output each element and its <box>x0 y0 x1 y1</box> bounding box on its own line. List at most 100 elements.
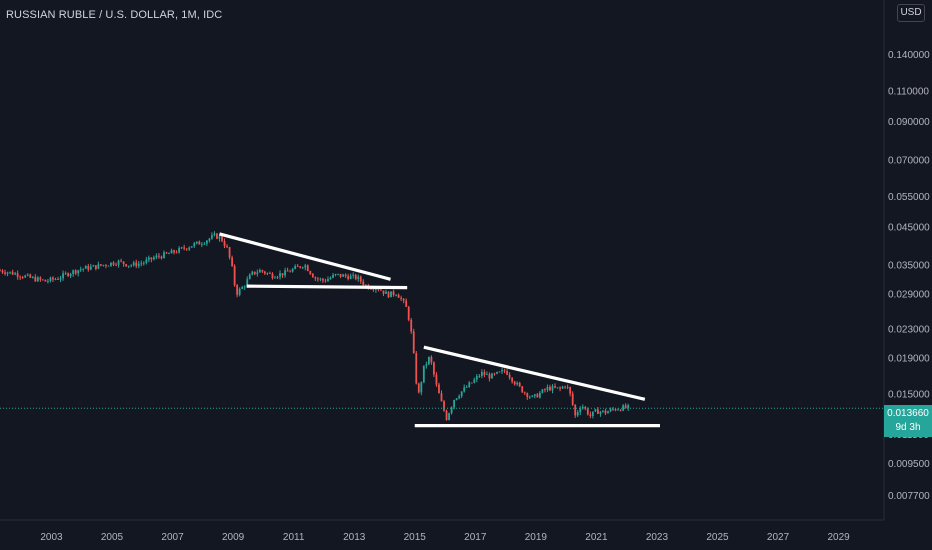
candle <box>256 269 259 277</box>
chart-title: RUSSIAN RUBLE / U.S. DOLLAR, 1M, IDC <box>6 9 223 21</box>
candle <box>438 382 440 394</box>
candle <box>132 260 135 267</box>
candle <box>150 257 153 263</box>
candle <box>309 270 312 275</box>
candle <box>624 403 627 409</box>
candle <box>188 246 191 251</box>
candle <box>463 384 466 393</box>
candle <box>544 388 546 393</box>
candle <box>470 382 473 384</box>
trendline[interactable] <box>246 284 408 290</box>
candle <box>564 385 567 389</box>
candle <box>14 271 17 276</box>
candle <box>405 298 408 307</box>
time-axis[interactable]: 2003 2005 2007 2009 2011 2013 2015 2017 2019 2021… <box>40 532 850 543</box>
candle <box>84 265 87 269</box>
candle <box>6 271 9 277</box>
candle <box>41 279 44 281</box>
candle <box>208 237 211 243</box>
candle <box>385 289 387 294</box>
candle <box>483 369 486 378</box>
candle <box>261 269 264 274</box>
candle <box>402 297 405 304</box>
candle <box>306 264 309 272</box>
candle <box>546 384 549 393</box>
currency-button[interactable]: USD <box>897 4 925 22</box>
candle <box>44 279 47 282</box>
candle <box>390 291 392 298</box>
candle <box>291 267 294 273</box>
trendline[interactable] <box>219 232 391 281</box>
candle <box>498 371 501 373</box>
candle <box>195 241 198 245</box>
candle <box>135 259 138 269</box>
candle <box>556 387 559 389</box>
candle <box>183 244 186 251</box>
time-tick-label: 2029 <box>827 532 850 543</box>
candle <box>211 232 213 240</box>
candle <box>125 263 128 267</box>
candle <box>185 248 188 251</box>
candle <box>607 410 609 414</box>
candle <box>102 264 105 267</box>
candle <box>609 407 612 413</box>
candle <box>465 385 468 388</box>
candle <box>137 260 140 269</box>
candle <box>47 279 49 284</box>
candle <box>619 409 622 412</box>
candle <box>173 249 175 255</box>
candle <box>357 274 360 282</box>
price-tick-label: 0.070000 <box>888 155 930 166</box>
candle <box>347 273 350 281</box>
candle <box>59 275 62 283</box>
candle <box>117 259 120 268</box>
candle <box>407 305 410 322</box>
candle <box>417 382 420 394</box>
candle <box>324 278 327 283</box>
candle <box>112 261 115 267</box>
candle <box>561 385 564 390</box>
candle <box>612 406 614 411</box>
candle <box>74 269 77 276</box>
trendline[interactable] <box>423 345 646 401</box>
candle <box>236 283 239 298</box>
time-tick-label: 2007 <box>161 532 184 543</box>
candle <box>271 272 274 280</box>
candle <box>168 252 170 255</box>
candle <box>279 270 281 280</box>
candle <box>163 250 165 259</box>
candle <box>329 276 332 280</box>
candle <box>576 410 579 418</box>
candle <box>478 373 481 378</box>
price-tick-label: 0.023000 <box>888 325 930 336</box>
candle <box>0 268 1 272</box>
candle <box>594 408 597 412</box>
candle <box>294 264 297 270</box>
candle <box>223 238 226 249</box>
price-tick-label: 0.009500 <box>888 459 930 470</box>
candle <box>518 381 521 388</box>
candle <box>266 272 269 276</box>
candle <box>122 261 125 267</box>
candle <box>253 271 256 276</box>
candle <box>334 273 337 277</box>
price-tick-label: 0.090000 <box>888 117 930 128</box>
candle <box>319 277 322 282</box>
candle <box>322 277 324 283</box>
candles <box>0 231 630 421</box>
candle <box>49 276 52 283</box>
candle <box>533 393 536 399</box>
candle <box>243 285 246 290</box>
candle <box>488 372 491 382</box>
candle <box>180 246 183 250</box>
candle <box>589 411 592 419</box>
candle <box>521 385 524 393</box>
candle <box>354 273 357 281</box>
candle <box>622 404 625 412</box>
candle <box>614 408 617 412</box>
candle <box>422 365 425 384</box>
candle <box>460 391 463 399</box>
candle <box>433 361 435 378</box>
